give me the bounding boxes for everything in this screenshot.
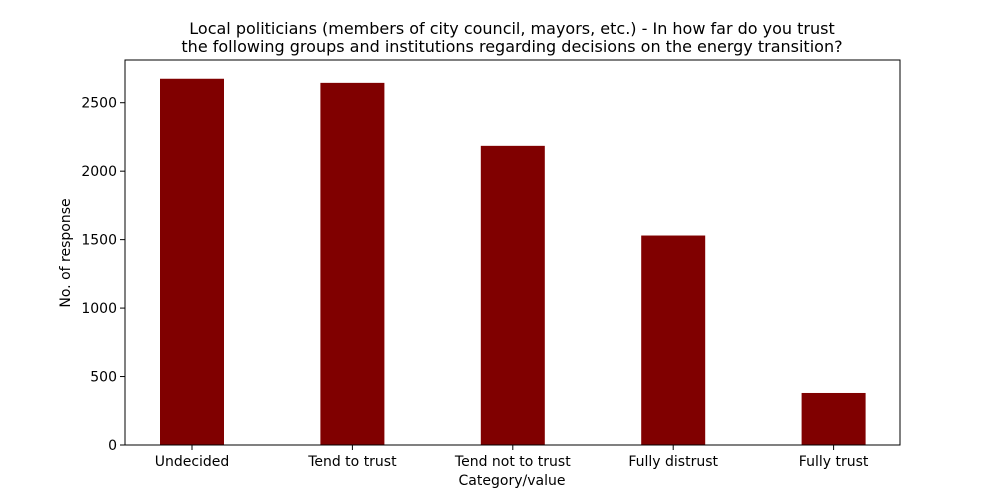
bar-tend-to-trust: [320, 82, 385, 446]
x-tick-label: Fully distrust: [628, 454, 718, 470]
x-tick-label: Tend to trust: [307, 454, 397, 470]
y-tick-label: 2000: [81, 164, 117, 180]
x-tick-label: Fully trust: [799, 454, 869, 470]
y-axis-ticks: 0 500 1000 1500 2000 2500: [81, 96, 125, 454]
chart-title-line-1: Local politicians (members of city counc…: [189, 19, 834, 38]
bars-group: [160, 78, 866, 446]
x-axis-label: Category/value: [459, 473, 566, 489]
y-tick-label: 500: [90, 370, 117, 386]
bar-fully-distrust: [641, 235, 706, 445]
y-tick-label: 1000: [81, 301, 117, 317]
chart-title-line-2: the following groups and institutions re…: [181, 37, 842, 56]
x-tick-label: Undecided: [155, 454, 230, 470]
plot-frame: [124, 59, 901, 446]
bar-undecided: [160, 78, 224, 445]
y-axis-label: No. of response: [58, 198, 74, 307]
bar-fully-trust: [801, 392, 866, 445]
x-tick-label: Tend not to trust: [454, 454, 571, 470]
x-axis-ticks: Undecided Tend to trust Tend not to trust F…: [155, 445, 869, 470]
y-tick-label: 1500: [81, 233, 117, 249]
y-tick-label: 0: [108, 438, 117, 454]
bar-tend-not-to-trust: [480, 145, 545, 445]
y-tick-label: 2500: [81, 96, 117, 112]
